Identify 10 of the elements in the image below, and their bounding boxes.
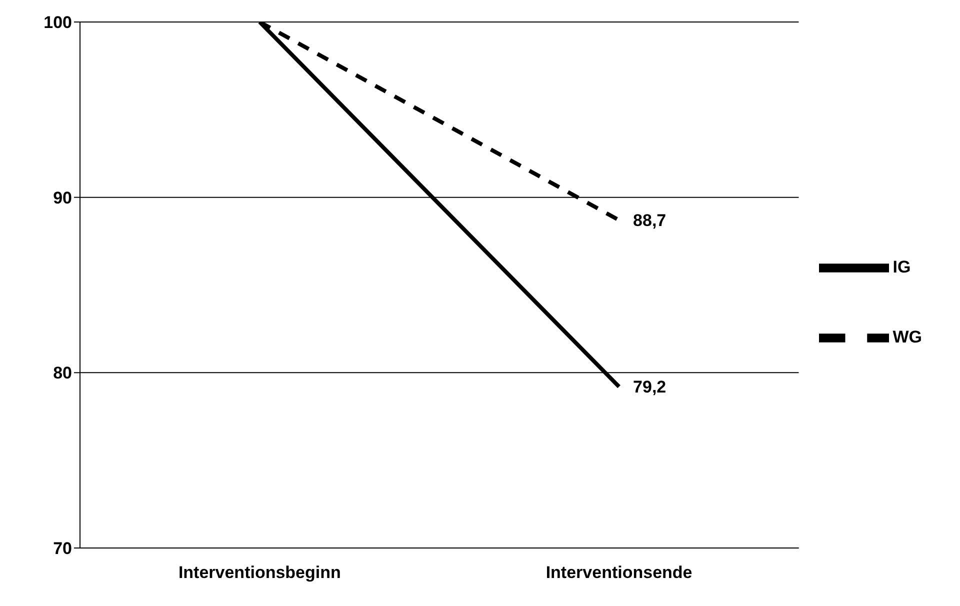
y-tick-label: 80 [53,364,72,383]
x-tick-label: Interventionsbeginn [178,563,341,582]
y-tick-label: 90 [53,188,72,208]
y-tick-label: 100 [44,13,72,32]
y-tick-label: 70 [53,539,72,558]
x-tick-label: Interventionsende [546,563,692,582]
data-label: 79,2 [633,378,666,397]
legend-label: IG [892,257,911,276]
legend-label: WG [892,327,922,346]
data-label: 88,7 [633,211,666,230]
